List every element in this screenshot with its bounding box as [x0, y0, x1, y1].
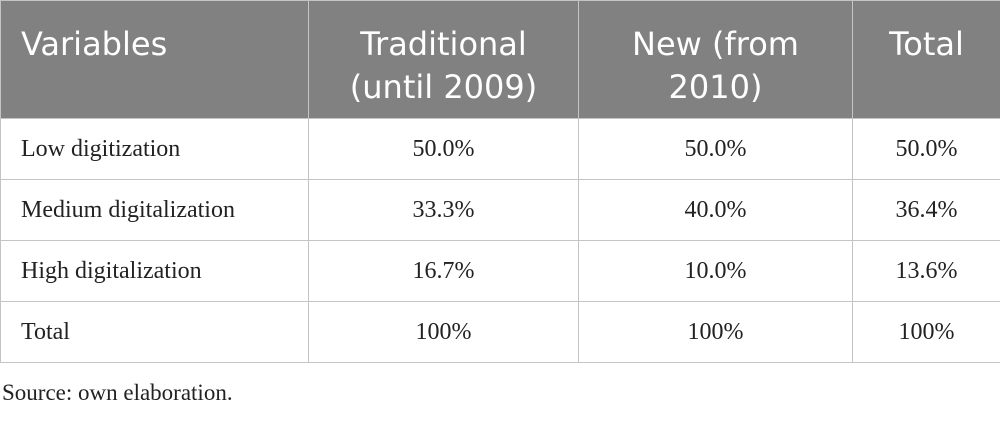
cell: 50.0%	[578, 118, 853, 180]
cell: 36.4%	[852, 179, 1000, 241]
table-body: Low digitization 50.0% 50.0% 50.0% Medium di…	[0, 118, 1000, 363]
column-header: New (from 2010)	[578, 0, 853, 119]
cell: 40.0%	[578, 179, 853, 241]
data-table: Variables Traditional (until 2009) New (fr…	[0, 0, 1000, 363]
cell: 100%	[308, 301, 579, 363]
cell: 100%	[852, 301, 1000, 363]
column-header: Traditional (until 2009)	[308, 0, 579, 119]
cell: 50.0%	[308, 118, 579, 180]
row-label: Total	[0, 301, 309, 363]
table-row: Low digitization 50.0% 50.0% 50.0%	[0, 118, 1000, 180]
column-header: Total	[852, 0, 1000, 119]
row-label: High digitalization	[0, 240, 309, 302]
footnote: Source: own elaboration.	[2, 380, 233, 405]
cell: 33.3%	[308, 179, 579, 241]
table-row: Medium digitalization 33.3% 40.0% 36.4%	[0, 179, 1000, 241]
cell: 10.0%	[578, 240, 853, 302]
column-header: Variables	[0, 0, 309, 119]
table-row: Total 100% 100% 100%	[0, 301, 1000, 363]
header-row: Variables Traditional (until 2009) New (fr…	[0, 0, 1000, 119]
cell: 100%	[578, 301, 853, 363]
table-row: High digitalization 16.7% 10.0% 13.6%	[0, 240, 1000, 302]
cell: 13.6%	[852, 240, 1000, 302]
row-label: Medium digitalization	[0, 179, 309, 241]
cell: 16.7%	[308, 240, 579, 302]
row-label: Low digitization	[0, 118, 309, 180]
cell: 50.0%	[852, 118, 1000, 180]
